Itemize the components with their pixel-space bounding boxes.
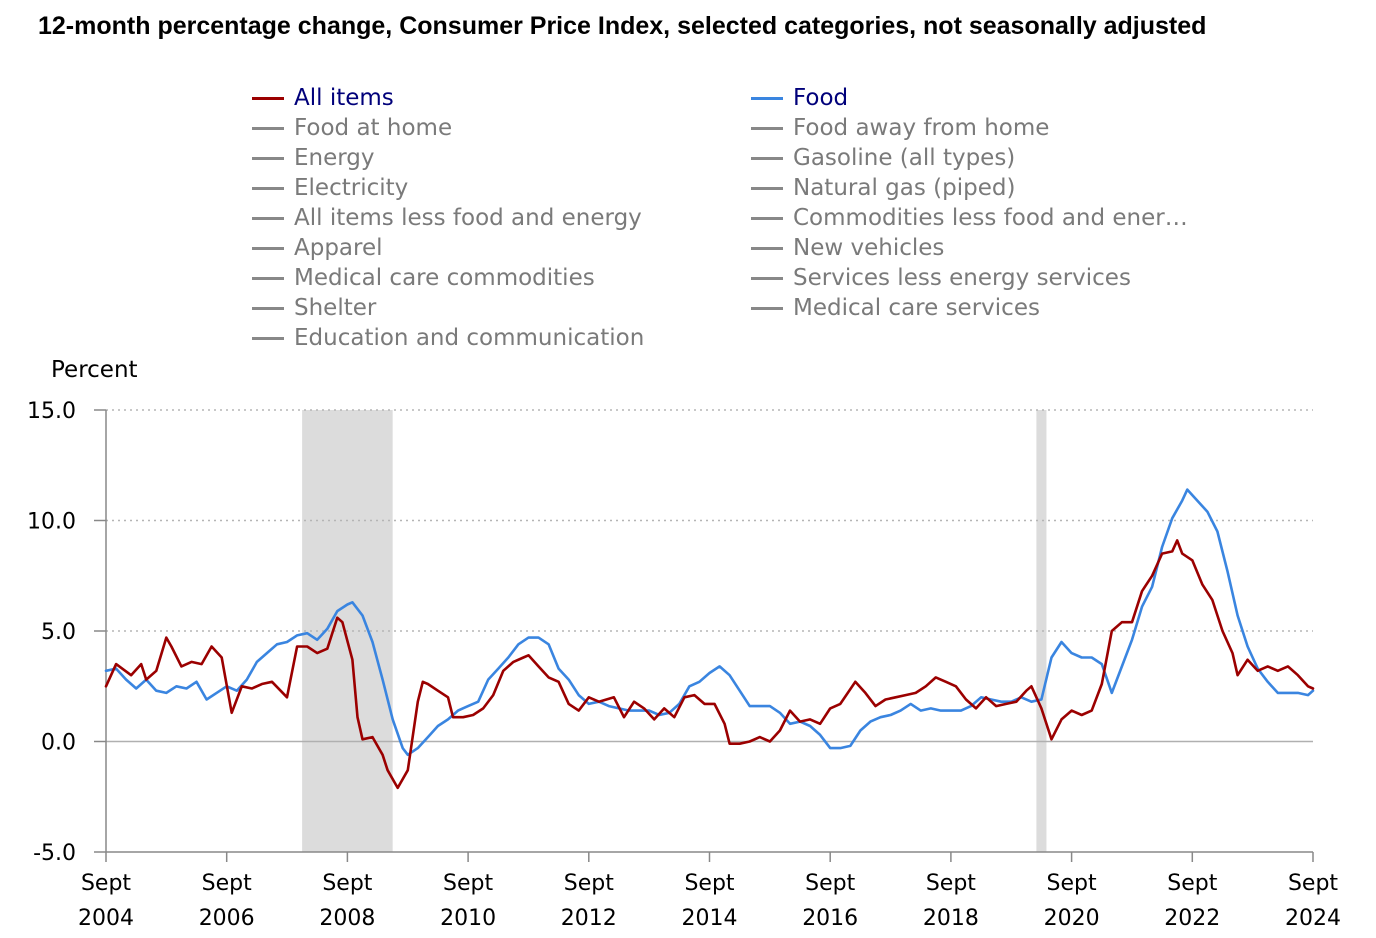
legend-swatch [252, 156, 284, 160]
x-tick-label: Sept [443, 871, 493, 896]
x-tick-label: Sept [684, 871, 734, 896]
x-tick-label: 2012 [561, 906, 617, 931]
legend-swatch [751, 306, 783, 310]
legend-label: Services less energy services [793, 265, 1131, 291]
x-tick-label: Sept [1167, 871, 1217, 896]
legend-swatch [252, 306, 284, 310]
x-tick-label: 2004 [78, 906, 134, 931]
x-tick-label: Sept [1288, 871, 1338, 896]
x-tick-label: 2016 [802, 906, 858, 931]
legend-swatch [751, 96, 783, 100]
legend-label: Food at home [294, 115, 453, 141]
legend-swatch [252, 96, 284, 100]
legend-label: All items less food and energy [294, 205, 642, 231]
legend-swatch [252, 246, 284, 250]
legend-swatch [252, 336, 284, 340]
legend-label: Medical care services [793, 295, 1040, 321]
legend-swatch [751, 216, 783, 220]
series-line-food [104, 488, 1315, 757]
legend-swatch [751, 156, 783, 160]
legend-item-food-at-home[interactable]: Food at home [252, 114, 452, 142]
legend-label: Food away from home [793, 115, 1050, 141]
legend-label: Food [793, 85, 849, 111]
x-tick-label: Sept [805, 871, 855, 896]
legend-swatch [751, 276, 783, 280]
legend-item-medical-care-services[interactable]: Medical care services [751, 294, 1040, 322]
legend-swatch [252, 216, 284, 220]
legend-label: Commodities less food and ener… [793, 205, 1188, 231]
y-tick-label: 10.0 [27, 510, 76, 535]
legend-swatch [252, 186, 284, 190]
legend-swatch [751, 186, 783, 190]
legend-item-services-less-energy[interactable]: Services less energy services [751, 264, 1131, 292]
x-tick-label: 2022 [1164, 906, 1220, 931]
x-tick-label: 2020 [1044, 906, 1100, 931]
x-tick-label: Sept [1047, 871, 1097, 896]
legend-label: Energy [294, 145, 375, 171]
x-tick-label: Sept [926, 871, 976, 896]
x-tick-label: 2008 [319, 906, 375, 931]
legend-label: Shelter [294, 295, 377, 321]
legend-item-education-communication[interactable]: Education and communication [252, 324, 644, 352]
legend-item-electricity[interactable]: Electricity [252, 174, 408, 202]
x-tick-label: Sept [322, 871, 372, 896]
legend-label: All items [294, 85, 394, 111]
legend-item-shelter[interactable]: Shelter [252, 294, 376, 322]
legend-label: Electricity [294, 175, 409, 201]
legend-label: New vehicles [793, 235, 945, 261]
x-tick-label: Sept [564, 871, 614, 896]
x-tick-label: 2006 [199, 906, 255, 931]
legend-swatch [252, 276, 284, 280]
x-tick-label: 2010 [440, 906, 496, 931]
x-tick-label: Sept [202, 871, 252, 896]
legend-item-natural-gas[interactable]: Natural gas (piped) [751, 174, 1015, 202]
legend-label: Natural gas (piped) [793, 175, 1016, 201]
legend-item-food[interactable]: Food [751, 84, 848, 112]
series-line-all-items [104, 539, 1315, 790]
legend-item-all-items[interactable]: All items [252, 84, 394, 112]
y-tick-label: 5.0 [41, 620, 76, 645]
x-tick-label: 2014 [682, 906, 738, 931]
legend-swatch [751, 246, 783, 250]
legend-swatch [252, 126, 284, 130]
legend-label: Medical care commodities [294, 265, 595, 291]
legend-item-medical-care-commodities[interactable]: Medical care commodities [252, 264, 595, 292]
x-tick-label: 2024 [1285, 906, 1341, 931]
y-axis-label: Percent [51, 357, 138, 383]
legend-swatch [751, 126, 783, 130]
x-tick-label: Sept [81, 871, 131, 896]
y-tick-label: 0.0 [41, 731, 76, 756]
x-tick-label: 2018 [923, 906, 979, 931]
y-tick-label: -5.0 [33, 841, 76, 866]
legend-item-all-items-less-food-energy[interactable]: All items less food and energy [252, 204, 642, 232]
legend-item-new-vehicles[interactable]: New vehicles [751, 234, 944, 262]
legend-item-commodities-less-food-energy[interactable]: Commodities less food and ener… [751, 204, 1188, 232]
legend-label: Apparel [294, 235, 383, 261]
chart-title: 12-month percentage change, Consumer Pri… [38, 12, 1207, 40]
legend-item-apparel[interactable]: Apparel [252, 234, 383, 262]
legend-item-gasoline[interactable]: Gasoline (all types) [751, 144, 1015, 172]
y-tick-label: 15.0 [27, 399, 76, 424]
legend-item-energy[interactable]: Energy [252, 144, 375, 172]
legend-label: Education and communication [294, 325, 645, 351]
legend-label: Gasoline (all types) [793, 145, 1016, 171]
legend: All items Food at home Energy Electricit… [252, 84, 1252, 354]
legend-item-food-away-from-home[interactable]: Food away from home [751, 114, 1049, 142]
recession-shading [1036, 410, 1047, 852]
